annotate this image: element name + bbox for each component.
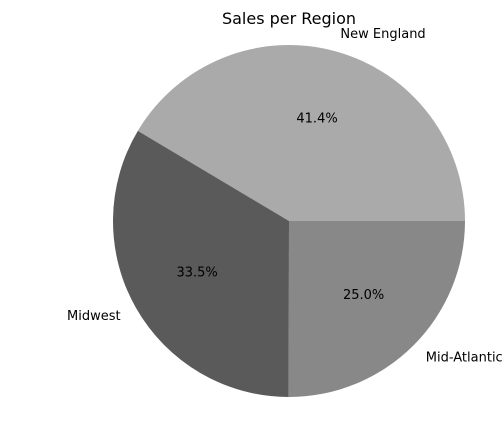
pie-pct-label-mid-atlantic: 25.0% — [343, 288, 384, 303]
pie-category-label-midwest: Midwest — [67, 309, 121, 324]
pie-slices — [112, 44, 465, 397]
pie-slice-midwest — [112, 130, 289, 397]
chart-title: Sales per Region — [222, 9, 356, 28]
pie-pct-label-new-england: 41.4% — [296, 112, 337, 127]
pie-slice-mid-atlantic — [288, 221, 465, 397]
pie-category-label-new-england: New England — [340, 27, 425, 42]
pie-category-label-mid-atlantic: Mid-Atlantic — [426, 351, 503, 366]
pie-labels: 41.4% New England 33.5% Midwest 25.0% Mid-Atl… — [67, 27, 503, 366]
pie-slice-new-england — [137, 44, 465, 221]
pie-pct-label-midwest: 33.5% — [176, 266, 217, 281]
